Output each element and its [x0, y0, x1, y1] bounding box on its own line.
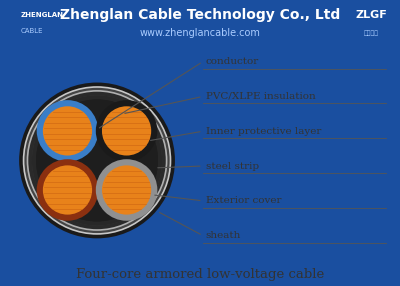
- Circle shape: [32, 95, 162, 226]
- Text: Exterior cover: Exterior cover: [206, 196, 281, 205]
- Circle shape: [43, 106, 92, 156]
- Text: ZLGF: ZLGF: [356, 10, 387, 20]
- Circle shape: [19, 83, 175, 238]
- Circle shape: [36, 100, 158, 221]
- Circle shape: [102, 106, 151, 156]
- Circle shape: [28, 92, 166, 229]
- Text: Four-core armored low-voltage cable: Four-core armored low-voltage cable: [76, 268, 324, 281]
- Circle shape: [32, 95, 162, 226]
- Text: ZHENGLAN: ZHENGLAN: [21, 12, 64, 18]
- Text: sheath: sheath: [206, 231, 241, 240]
- Text: PVC/XLPE insulation: PVC/XLPE insulation: [206, 92, 315, 101]
- Circle shape: [37, 100, 98, 162]
- Circle shape: [24, 88, 170, 233]
- Circle shape: [96, 159, 157, 221]
- Circle shape: [43, 165, 92, 214]
- Text: 郑览股份: 郑览股份: [364, 31, 379, 36]
- Text: conductor: conductor: [206, 57, 259, 66]
- Text: Inner protective layer: Inner protective layer: [206, 127, 321, 136]
- Circle shape: [28, 92, 166, 229]
- Text: steel strip: steel strip: [206, 162, 259, 170]
- Circle shape: [23, 86, 171, 235]
- Text: CABLE: CABLE: [21, 28, 43, 34]
- Text: www.zhenglancable.com: www.zhenglancable.com: [140, 28, 260, 38]
- Text: Zhenglan Cable Technology Co., Ltd: Zhenglan Cable Technology Co., Ltd: [60, 8, 340, 22]
- Circle shape: [36, 100, 158, 221]
- Circle shape: [27, 90, 168, 231]
- Circle shape: [37, 159, 98, 221]
- Circle shape: [102, 165, 151, 214]
- Circle shape: [96, 100, 157, 162]
